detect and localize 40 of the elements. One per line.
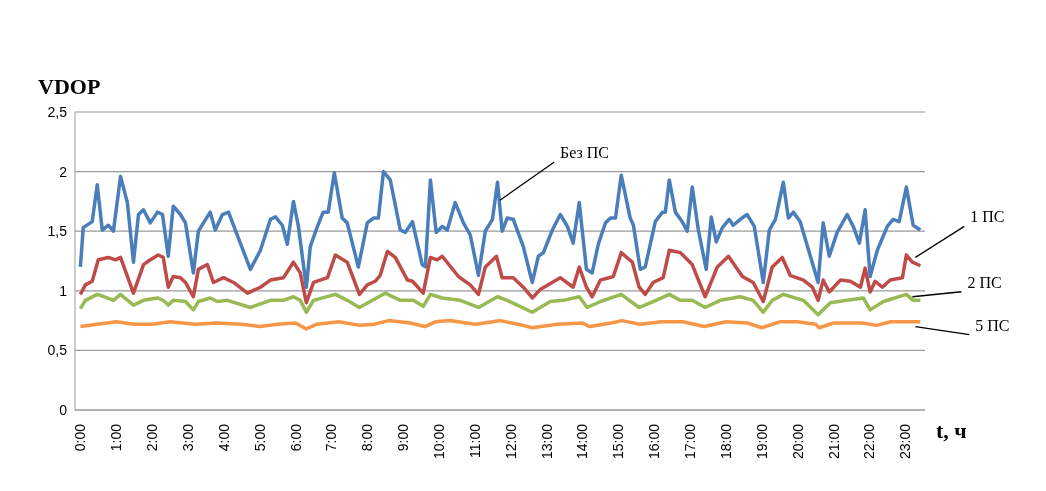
- y-tick-label: 2: [59, 163, 68, 180]
- y-axis-title: VDOP: [38, 74, 101, 100]
- x-tick-label: 3:00: [179, 423, 196, 452]
- x-tick-label: 2:00: [144, 423, 161, 452]
- y-tick-label: 1: [59, 282, 68, 299]
- x-tick-label: 11:00: [466, 423, 483, 458]
- y-tick-label: 0,5: [47, 342, 68, 359]
- y-tick-label: 0: [59, 401, 68, 418]
- x-tick-label: 20:00: [789, 423, 806, 460]
- line-series: [78, 169, 923, 289]
- x-tick-label: 16:00: [646, 423, 663, 460]
- annotation: 5 ПС: [975, 316, 1010, 334]
- x-tick-label: 1:00: [108, 423, 125, 452]
- x-tick-label: 21:00: [825, 423, 842, 460]
- x-tick-label: 0:00: [72, 423, 89, 452]
- x-tick-label: 12:00: [502, 423, 519, 460]
- x-tick-label: 6:00: [287, 423, 304, 452]
- x-tick-label: 10:00: [431, 423, 448, 460]
- line-series: [78, 291, 923, 317]
- x-tick-label: 7:00: [323, 423, 340, 452]
- x-tick-label: 8:00: [359, 423, 376, 452]
- x-tick-label: 14:00: [574, 423, 591, 460]
- x-tick-label: 5:00: [251, 423, 268, 452]
- x-tick-label: 4:00: [215, 423, 232, 452]
- x-tick-label: 23:00: [897, 423, 914, 460]
- x-tick-label: 9:00: [395, 423, 412, 452]
- x-tick-label: 13:00: [538, 423, 555, 460]
- y-tick-label: 2,5: [47, 103, 68, 120]
- x-tick-label: 22:00: [861, 423, 878, 460]
- line-series: [78, 248, 923, 305]
- line-series: [78, 318, 923, 331]
- x-axis-title: t, ч: [936, 418, 967, 444]
- annotation: 2 ПС: [967, 273, 1002, 291]
- y-tick-label: 1,5: [47, 223, 68, 240]
- annotation: Без ПС: [560, 144, 610, 162]
- x-tick-label: 17:00: [682, 423, 699, 460]
- x-tick-label: 19:00: [753, 423, 770, 460]
- x-tick-label: 15:00: [610, 423, 627, 460]
- annotation: 1 ПС: [970, 208, 1005, 226]
- x-tick-label: 18:00: [717, 423, 734, 460]
